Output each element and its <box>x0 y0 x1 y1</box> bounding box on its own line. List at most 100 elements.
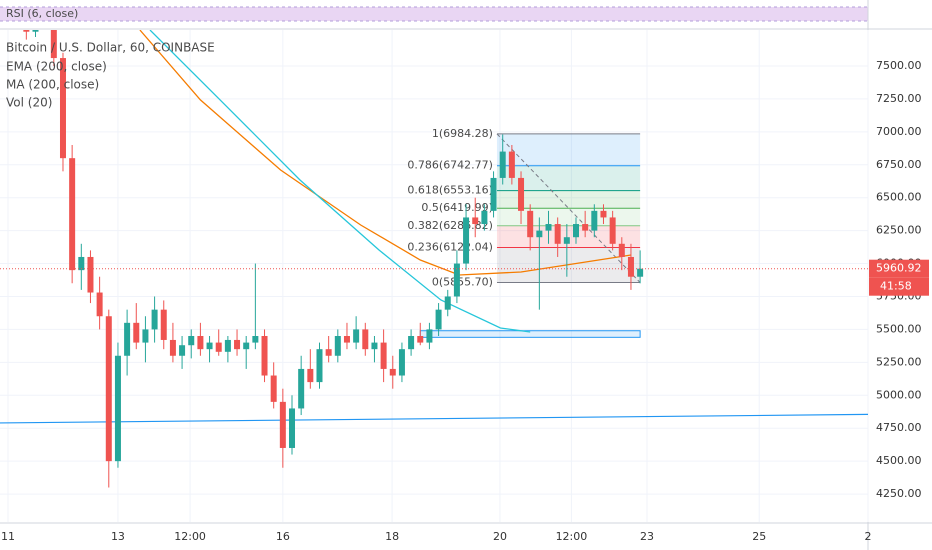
x-tick-label: 11 <box>1 530 15 543</box>
candle-body <box>572 224 579 238</box>
fib-label: 0.618(6553.16) <box>407 184 493 197</box>
candle-body <box>206 342 213 350</box>
y-tick-label: 7500.00 <box>876 59 922 72</box>
rsi-label: RSI (6, close) <box>6 7 78 20</box>
candle-body <box>252 336 259 343</box>
fib-zone <box>496 133 641 166</box>
ma-line <box>139 30 632 276</box>
candle-body <box>591 210 598 231</box>
candle-body <box>325 349 332 356</box>
candle-body <box>160 309 167 340</box>
candle-body <box>518 177 525 211</box>
fib-zone <box>496 190 641 209</box>
candle-body <box>32 30 39 32</box>
x-tick-label: 25 <box>752 530 766 543</box>
candle-body <box>353 329 360 343</box>
candle-body <box>197 336 204 350</box>
y-tick-label: 6500.00 <box>876 191 922 204</box>
y-tick-label: 7000.00 <box>876 125 922 138</box>
candle-body <box>527 210 534 238</box>
candle-body <box>508 151 515 178</box>
candle-body <box>50 30 57 59</box>
candle-body <box>87 256 94 293</box>
candle-body <box>398 349 405 376</box>
candle-body <box>23 30 30 32</box>
candle-body <box>343 336 350 343</box>
candle-body <box>435 309 442 330</box>
legend-entry: MA (200, close) <box>6 78 99 92</box>
y-tick-label: 5250.00 <box>876 355 922 368</box>
candle-body <box>417 336 424 343</box>
candle-body <box>69 158 76 271</box>
candle-body <box>545 224 552 231</box>
fib-label: 0.786(6742.77) <box>407 159 493 172</box>
chart-title: Bitcoin / U.S. Dollar, 60, COINBASE <box>6 41 215 55</box>
candle-body <box>188 336 195 346</box>
candle-body <box>362 329 369 350</box>
fib-label: 0.236(6122.04) <box>407 240 493 253</box>
candle-body <box>582 224 589 231</box>
candle-body <box>371 342 378 350</box>
candle-body <box>234 339 241 350</box>
candle-body <box>142 329 149 343</box>
candle-body <box>151 309 158 330</box>
candle-body <box>124 322 131 356</box>
candle-body <box>179 345 186 356</box>
x-tick-label: 18 <box>385 530 399 543</box>
y-tick-label: 6750.00 <box>876 158 922 171</box>
rsi-band <box>0 7 868 21</box>
plot: 1(6984.28) 0.786(6742.77) 0.618(6553.16) 0.… <box>0 30 868 488</box>
y-tick-label: 5500.00 <box>876 322 922 335</box>
ma-line <box>149 30 531 333</box>
candle-body <box>279 401 286 448</box>
x-tick-label: 12:00 <box>556 530 588 543</box>
candle-body <box>618 243 625 257</box>
candle-body <box>307 368 314 383</box>
candle-body <box>472 217 479 225</box>
candle-body <box>637 268 644 277</box>
x-tick-label: 16 <box>276 530 290 543</box>
x-tick-label: 20 <box>493 530 507 543</box>
candle-body <box>215 342 222 352</box>
candle-body <box>408 336 415 350</box>
fib-zone <box>496 225 641 248</box>
candle-body <box>481 210 488 225</box>
candle-body <box>490 177 497 211</box>
candle-body <box>334 336 341 356</box>
y-tick-label: 7250.00 <box>876 92 922 105</box>
candle-body <box>298 368 305 409</box>
last-price-box <box>869 259 929 278</box>
candle-body <box>380 342 387 369</box>
candle-body <box>133 322 140 343</box>
y-tick-label: 4250.00 <box>876 487 922 500</box>
x-tick-label: 13 <box>111 530 125 543</box>
trendline <box>0 413 868 424</box>
candle-body <box>426 329 433 343</box>
y-tick-label: 6250.00 <box>876 224 922 237</box>
legend-entry: Vol (20) <box>6 96 52 110</box>
candle-body <box>78 256 85 271</box>
candle-body <box>261 336 268 376</box>
candle-body <box>444 296 451 310</box>
countdown-box <box>869 277 929 296</box>
candle-body <box>627 256 634 277</box>
x-tick-label: 2 <box>865 530 872 543</box>
candle-body <box>554 224 561 244</box>
legend-entry: EMA (200, close) <box>6 60 107 74</box>
candle-body <box>536 230 543 238</box>
y-tick-label: 5000.00 <box>876 388 922 401</box>
fib-label: 0(5855.70) <box>432 276 493 289</box>
candle-body <box>243 342 250 350</box>
candle-body <box>453 263 460 297</box>
axes: 7500.00 7250.00 7000.00 6750.00 6500.00 6250.… <box>1 59 929 543</box>
candle-body <box>59 58 66 159</box>
grid <box>0 30 869 522</box>
candle-body <box>270 375 277 402</box>
fib-label: 0.382(6286.82) <box>407 219 493 232</box>
candle-body <box>105 316 112 462</box>
candle-body <box>600 210 607 218</box>
y-tick-label: 4500.00 <box>876 454 922 467</box>
x-tick-label: 12:00 <box>174 530 206 543</box>
x-tick-label: 23 <box>640 530 654 543</box>
